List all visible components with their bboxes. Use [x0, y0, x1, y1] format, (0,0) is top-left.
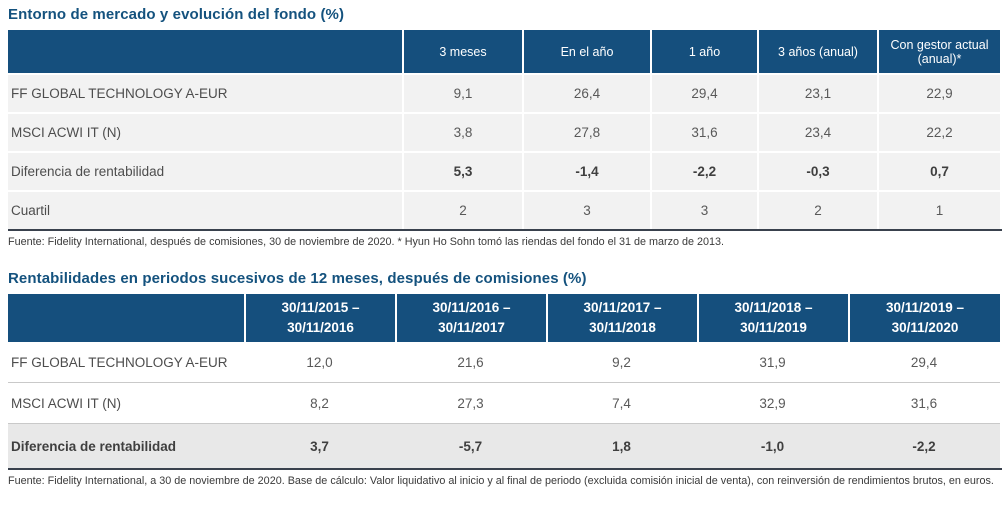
value-cell: -0,3 [757, 151, 877, 190]
table1-wrapper: 3 meses En el año 1 año 3 años (anual) C… [8, 30, 1002, 231]
table2-header-row: 30/11/2015 – 30/11/2016 30/11/2016 – 30/… [8, 294, 1000, 343]
table-row-difference: Diferencia de rentabilidad 3,7 -5,7 1,8 … [8, 424, 1000, 469]
value-cell: 1,8 [546, 424, 697, 469]
column-header-en-el-ano: En el año [522, 30, 650, 73]
table-row-difference: Diferencia de rentabilidad 5,3 -1,4 -2,2… [8, 151, 1000, 190]
value-cell: 23,4 [757, 112, 877, 151]
table2-title: Rentabilidades en periodos sucesivos de … [8, 270, 587, 288]
row-label: MSCI ACWI IT (N) [8, 383, 244, 425]
value-cell: 27,3 [395, 383, 546, 425]
value-cell: 21,6 [395, 342, 546, 384]
value-cell: 5,3 [402, 151, 522, 190]
table1-title: Entorno de mercado y evolución del fondo… [8, 6, 345, 23]
value-cell: 2 [757, 190, 877, 229]
value-cell: 31,6 [848, 383, 1000, 425]
column-header-3-anos-anual: 3 años (anual) [757, 30, 877, 73]
value-cell: 7,4 [546, 383, 697, 425]
value-cell: -1,0 [697, 424, 848, 469]
value-cell: -2,2 [848, 424, 1000, 469]
column-header-2015-2016: 30/11/2015 – 30/11/2016 [244, 294, 395, 343]
column-header-2018-2019: 30/11/2018 – 30/11/2019 [697, 294, 848, 343]
table1-header-row: 3 meses En el año 1 año 3 años (anual) C… [8, 30, 1000, 73]
value-cell: 9,2 [546, 342, 697, 384]
column-header-empty [8, 30, 402, 73]
row-label: FF GLOBAL TECHNOLOGY A-EUR [8, 342, 244, 384]
column-header-1-ano: 1 año [650, 30, 757, 73]
value-cell: 3 [522, 190, 650, 229]
row-label: FF GLOBAL TECHNOLOGY A-EUR [8, 73, 402, 112]
value-cell: -5,7 [395, 424, 546, 469]
column-header-2016-2017: 30/11/2016 – 30/11/2017 [395, 294, 546, 343]
row-label: Diferencia de rentabilidad [8, 151, 402, 190]
column-header-3-meses: 3 meses [402, 30, 522, 73]
value-cell: 2 [402, 190, 522, 229]
value-cell: 29,4 [848, 342, 1000, 384]
table-row-index: MSCI ACWI IT (N) 3,8 27,8 31,6 23,4 22,2 [8, 112, 1000, 151]
column-header-2019-2020: 30/11/2019 – 30/11/2020 [848, 294, 1000, 343]
table2-wrapper: 30/11/2015 – 30/11/2016 30/11/2016 – 30/… [8, 294, 1002, 471]
value-cell: 22,9 [877, 73, 1000, 112]
table1-footnote: Fuente: Fidelity International, después … [8, 236, 725, 248]
value-cell: 12,0 [244, 342, 395, 384]
factsheet-page: Entorno de mercado y evolución del fondo… [8, 6, 1002, 488]
rolling-returns-table: 30/11/2015 – 30/11/2016 30/11/2016 – 30/… [8, 294, 1000, 469]
value-cell: -1,4 [522, 151, 650, 190]
row-label: Cuartil [8, 190, 402, 229]
value-cell: 9,1 [402, 73, 522, 112]
table-row-fund: FF GLOBAL TECHNOLOGY A-EUR 9,1 26,4 29,4… [8, 73, 1000, 112]
value-cell: -2,2 [650, 151, 757, 190]
value-cell: 29,4 [650, 73, 757, 112]
value-cell: 3,8 [402, 112, 522, 151]
column-header-2017-2018: 30/11/2017 – 30/11/2018 [546, 294, 697, 343]
table-row-quartile: Cuartil 2 3 3 2 1 [8, 190, 1000, 229]
value-cell: 27,8 [522, 112, 650, 151]
value-cell: 8,2 [244, 383, 395, 425]
table2-footnote: Fuente: Fidelity International, a 30 de … [8, 475, 994, 488]
value-cell: 32,9 [697, 383, 848, 425]
table-row-fund: FF GLOBAL TECHNOLOGY A-EUR 12,0 21,6 9,2… [8, 342, 1000, 384]
column-header-empty [8, 294, 244, 343]
column-header-gestor-actual: Con gestor actual (anual)* [877, 30, 1000, 73]
value-cell: 3,7 [244, 424, 395, 469]
value-cell: 3 [650, 190, 757, 229]
table-row-index: MSCI ACWI IT (N) 8,2 27,3 7,4 32,9 31,6 [8, 383, 1000, 425]
section-spacer [8, 249, 1000, 270]
row-label: Diferencia de rentabilidad [8, 424, 244, 469]
fund-performance-table: 3 meses En el año 1 año 3 años (anual) C… [8, 30, 1000, 229]
value-cell: 22,2 [877, 112, 1000, 151]
value-cell: 1 [877, 190, 1000, 229]
value-cell: 23,1 [757, 73, 877, 112]
value-cell: 31,6 [650, 112, 757, 151]
value-cell: 31,9 [697, 342, 848, 384]
value-cell: 0,7 [877, 151, 1000, 190]
value-cell: 26,4 [522, 73, 650, 112]
row-label: MSCI ACWI IT (N) [8, 112, 402, 151]
